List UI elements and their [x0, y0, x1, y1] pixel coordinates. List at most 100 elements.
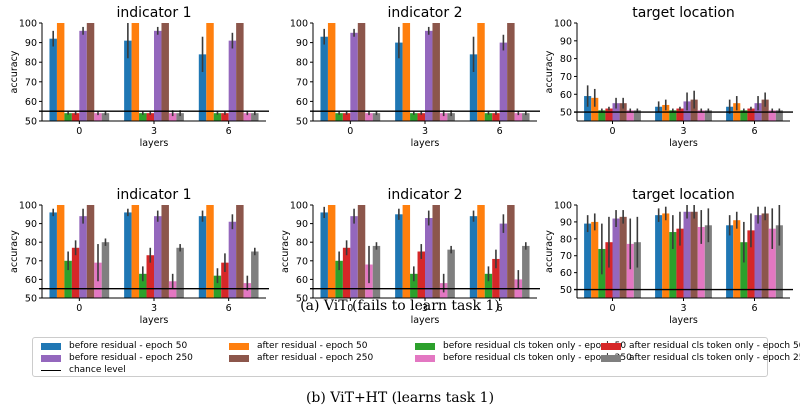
- y-tick-label: 80: [560, 54, 572, 65]
- bar: [410, 113, 418, 121]
- bar: [395, 214, 403, 298]
- legend-entry-1: before residual - epoch 50: [41, 340, 187, 352]
- chart-title: indicator 1: [117, 5, 192, 21]
- x-axis-label: layers: [669, 138, 698, 149]
- bar: [768, 228, 776, 298]
- bar: [747, 230, 755, 298]
- bar: [425, 218, 433, 298]
- y-axis-label: accuracy: [544, 230, 555, 273]
- bar: [56, 205, 65, 298]
- bar: [357, 205, 366, 298]
- bar: [228, 40, 237, 121]
- x-tick-label: 3: [151, 126, 157, 137]
- bar: [357, 23, 366, 121]
- y-tick-label: 80: [296, 58, 308, 69]
- x-tick-label: 3: [680, 303, 686, 314]
- legend-swatch: [41, 342, 61, 350]
- bar: [690, 99, 698, 121]
- legend-entry-chance: chance level: [41, 364, 126, 376]
- bar: [320, 36, 328, 121]
- bar: [662, 213, 670, 298]
- bar: [626, 243, 634, 298]
- y-tick-label: 90: [296, 219, 308, 230]
- bar: [402, 205, 411, 298]
- legend-label: before residual cls token only - epoch 5…: [443, 341, 627, 351]
- bar: [477, 23, 485, 121]
- bar: [213, 275, 222, 298]
- chart-title: indicator 2: [388, 5, 463, 21]
- y-tick-label: 50: [25, 294, 37, 305]
- bar: [176, 247, 184, 298]
- bar: [676, 108, 684, 121]
- caption-a: (a) ViT (fails to learn task 1): [300, 298, 500, 314]
- bar: [439, 113, 448, 121]
- y-tick-label: 60: [25, 97, 37, 108]
- bar: [101, 242, 110, 298]
- bar: [697, 226, 705, 298]
- legend-swatch: [601, 342, 621, 350]
- chart-title: target location: [632, 187, 735, 203]
- bar: [726, 106, 734, 121]
- legend-entry-6: after residual - epoch 250: [229, 352, 373, 364]
- bar: [726, 225, 734, 298]
- x-axis-label: layers: [140, 315, 169, 326]
- x-axis-label: layers: [140, 138, 169, 149]
- legend-label: chance level: [69, 365, 126, 375]
- y-axis-label: accuracy: [280, 230, 291, 273]
- bar: [633, 242, 641, 298]
- bar: [64, 260, 72, 298]
- bar: [704, 225, 712, 298]
- bar: [168, 113, 177, 121]
- bar: [469, 216, 478, 298]
- bar: [733, 220, 741, 298]
- legend-entry-7: before residual cls token only - epoch 2…: [415, 352, 632, 364]
- bar: [402, 23, 411, 121]
- y-tick-label: 70: [25, 77, 37, 88]
- y-tick-label: 60: [296, 275, 308, 286]
- bar: [626, 110, 634, 121]
- bar: [198, 54, 207, 121]
- legend-swatch: [229, 354, 249, 362]
- bar: [228, 221, 237, 298]
- bar: [591, 221, 599, 298]
- x-tick-label: 6: [226, 126, 232, 137]
- chart-panel-4: indicator 1 50 60 70 80 90 100 0 3 6 layers accurac…: [9, 187, 269, 326]
- legend-label: before residual cls token only - epoch 2…: [443, 353, 632, 363]
- bar: [320, 212, 328, 298]
- bar: [342, 247, 351, 298]
- x-tick-label: 3: [151, 303, 157, 314]
- bar: [754, 215, 762, 298]
- bar: [49, 212, 57, 298]
- y-tick-label: 100: [19, 19, 37, 30]
- bar: [417, 113, 425, 121]
- bar: [86, 23, 95, 121]
- bar: [492, 113, 500, 121]
- bar: [761, 213, 769, 298]
- y-tick-label: 90: [296, 38, 308, 49]
- bar: [768, 110, 776, 121]
- y-tick-label: 70: [296, 77, 308, 88]
- bar: [64, 113, 72, 121]
- x-tick-label: 3: [680, 126, 686, 137]
- y-tick-label: 100: [19, 201, 37, 212]
- bar: [236, 23, 244, 121]
- bar: [514, 113, 523, 121]
- x-tick-label: 6: [751, 303, 757, 314]
- bar: [350, 32, 358, 121]
- y-tick-label: 60: [296, 97, 308, 108]
- y-tick-label: 50: [25, 117, 37, 128]
- x-axis-label: layers: [411, 138, 440, 149]
- bar: [662, 104, 670, 121]
- bar: [775, 225, 783, 298]
- x-tick-label: 0: [76, 303, 82, 314]
- x-tick-label: 0: [76, 126, 82, 137]
- bar: [447, 249, 455, 298]
- legend-label: after residual - epoch 50: [257, 341, 368, 351]
- x-tick-label: 6: [497, 126, 503, 137]
- bar: [619, 216, 627, 298]
- x-tick-label: 0: [347, 126, 353, 137]
- chart-panel-5: indicator 2 50 60 70 80 90 100 0 3 6 layers accurac…: [280, 187, 540, 326]
- bar: [484, 113, 493, 121]
- bar: [417, 251, 425, 298]
